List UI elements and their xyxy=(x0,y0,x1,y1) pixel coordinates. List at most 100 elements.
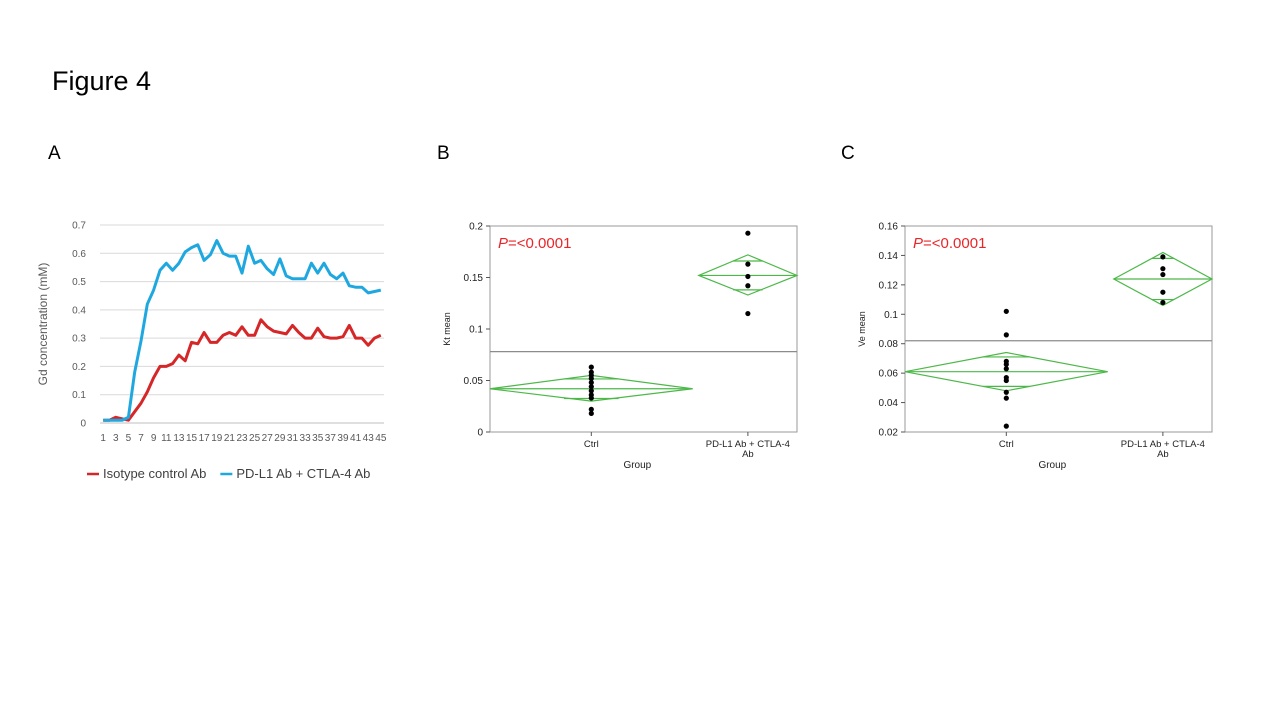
b-data-point xyxy=(745,283,751,289)
c-data-point xyxy=(1160,299,1166,306)
c-y-axis-label: Ve mean xyxy=(857,311,867,347)
a-x-tick-label: 31 xyxy=(287,433,299,444)
c-plot-frame xyxy=(904,225,1213,433)
a-y-tick-label: 0 xyxy=(80,419,86,430)
a-x-tick-label: 23 xyxy=(236,433,248,444)
b-category-label: Ab xyxy=(742,449,754,460)
chart-b-kt-oneway-plot: 0 0.05 0.1 0.15 0.2 Kt mean Ctrl PD-L1 Ab + CTL… xyxy=(442,222,799,471)
b-category-label: Ctrl xyxy=(584,439,599,450)
b-category-label: PD-L1 Ab + CTLA-4 xyxy=(706,439,790,450)
a-y-tick-label: 0.1 xyxy=(72,390,86,401)
c-y-tick-label: 0.04 xyxy=(879,398,899,409)
b-y-tick-label: 0.1 xyxy=(469,325,483,336)
a-series-line-isotype xyxy=(103,318,382,422)
a-legend-label: PD-L1 Ab + CTLA-4 Ab xyxy=(236,466,370,481)
a-x-tick-label: 19 xyxy=(211,433,223,444)
c-y-tick-label: 0.08 xyxy=(879,339,899,350)
a-y-tick-label: 0.7 xyxy=(72,221,86,232)
b-data-point xyxy=(588,375,594,382)
a-x-tick-label: 37 xyxy=(325,433,337,444)
a-legend-label: Isotype control Ab xyxy=(103,466,206,481)
b-y-tick-label: 0.15 xyxy=(464,273,484,284)
a-y-tick-label: 0.4 xyxy=(72,305,86,316)
a-x-tick-label: 3 xyxy=(113,433,119,444)
a-y-tick-label: 0.3 xyxy=(72,334,86,345)
a-y-tick-label: 0.5 xyxy=(72,277,86,288)
c-data-point xyxy=(1003,423,1009,429)
b-data-point xyxy=(745,273,751,280)
c-data-point xyxy=(1003,377,1009,384)
c-data-point xyxy=(1160,266,1166,272)
a-y-tick-label: 0.2 xyxy=(72,362,86,373)
c-data-point xyxy=(1003,308,1009,314)
figure-title: Figure 4 xyxy=(52,66,152,96)
c-pvalue-value: =<0.0001 xyxy=(923,235,986,252)
c-data-point xyxy=(1003,395,1009,401)
c-y-tick-label: 0.12 xyxy=(879,280,899,291)
c-y-tick-label: 0.14 xyxy=(879,251,899,262)
c-data-point xyxy=(1160,289,1166,295)
a-x-tick-label: 7 xyxy=(138,433,144,444)
a-x-tick-label: 27 xyxy=(262,433,274,444)
b-plot-frame xyxy=(489,225,798,433)
b-pvalue-value: =<0.0001 xyxy=(508,235,571,252)
c-pvalue-letter: P xyxy=(913,235,923,252)
c-data-point xyxy=(1160,271,1166,278)
a-x-tick-label: 33 xyxy=(300,433,312,444)
a-y-tick-label: 0.6 xyxy=(72,249,86,260)
c-x-axis-label: Group xyxy=(1038,460,1066,471)
b-data-point xyxy=(588,395,594,401)
b-data-point xyxy=(588,379,594,386)
a-x-tick-label: 35 xyxy=(312,433,324,444)
c-y-tick-label: 0.06 xyxy=(879,369,899,380)
chart-a-line-chart: 00.10.20.30.40.50.60.71 3 5 7 9 11 13 15 17 19 21 2… xyxy=(36,221,387,482)
b-y-tick-label: 0.05 xyxy=(464,376,484,387)
c-y-tick-label: 0.02 xyxy=(879,428,899,439)
b-data-point xyxy=(588,384,594,390)
b-x-axis-label: Group xyxy=(623,460,651,471)
c-pvalue-text: P=<0.0001 xyxy=(913,235,986,252)
b-pvalue-text: P=<0.0001 xyxy=(498,235,571,252)
b-y-tick-label: 0.2 xyxy=(469,222,483,233)
a-x-tick-label: 17 xyxy=(199,433,211,444)
a-x-tick-label: 15 xyxy=(186,433,198,444)
c-data-point xyxy=(1003,332,1009,338)
c-y-tick-label: 0.1 xyxy=(884,310,898,321)
c-category-label: Ab xyxy=(1157,449,1169,460)
c-data-point xyxy=(1003,361,1009,367)
c-category-label: PD-L1 Ab + CTLA-4 xyxy=(1121,439,1205,450)
b-data-point xyxy=(745,261,751,267)
c-category-label: Ctrl xyxy=(999,439,1014,450)
panel-label-c: C xyxy=(841,143,855,164)
a-x-tick-label: 25 xyxy=(249,433,261,444)
chart-c-ve-oneway-plot: 0.02 0.04 0.06 0.08 0.1 0.12 0.14 0.16 Ve mean Ct… xyxy=(857,222,1214,471)
a-x-tick-label: 21 xyxy=(224,433,236,444)
a-x-tick-label: 1 xyxy=(100,433,106,444)
a-y-axis-label: Gd concentration (mM) xyxy=(36,263,50,386)
a-x-tick-label: 9 xyxy=(151,433,157,444)
c-data-point xyxy=(1003,389,1009,395)
a-x-tick-label: 41 xyxy=(350,433,362,444)
a-x-tick-label: 45 xyxy=(375,433,387,444)
b-data-point xyxy=(588,406,594,412)
c-data-point xyxy=(1003,366,1009,372)
panel-label-b: B xyxy=(437,143,450,164)
b-data-point xyxy=(588,388,594,394)
c-data-point xyxy=(1160,254,1166,260)
a-x-tick-label: 43 xyxy=(363,433,375,444)
a-x-tick-label: 13 xyxy=(173,433,185,444)
b-data-point xyxy=(588,410,594,417)
b-y-tick-label: 0 xyxy=(477,428,483,439)
c-y-tick-label: 0.16 xyxy=(879,222,899,233)
b-pvalue-letter: P xyxy=(498,235,508,252)
a-x-tick-label: 39 xyxy=(337,433,349,444)
b-data-point xyxy=(745,230,751,236)
b-y-axis-label: Kt mean xyxy=(442,312,452,346)
a-series-line-treated xyxy=(103,239,382,422)
a-x-tick-label: 11 xyxy=(161,433,172,444)
b-data-point xyxy=(745,310,751,317)
a-x-tick-label: 5 xyxy=(126,433,132,444)
panel-label-a: A xyxy=(48,143,61,164)
a-x-tick-label: 29 xyxy=(274,433,286,444)
b-data-point xyxy=(588,364,594,370)
